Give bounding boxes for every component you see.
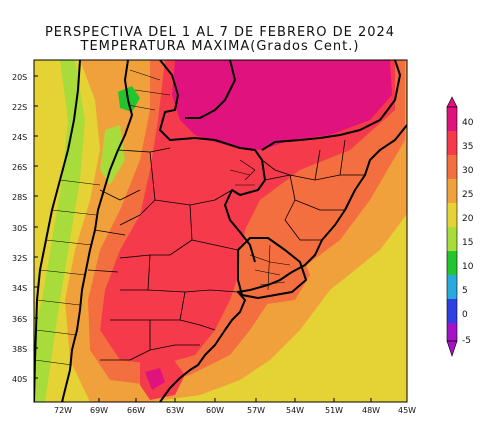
colorbar-segment	[447, 299, 457, 323]
lon-label: 63W	[166, 406, 184, 415]
lat-label: 38S	[12, 345, 27, 354]
map-subtitle: TEMPERATURA MAXIMA(Grados Cent.)	[80, 39, 360, 54]
longitude-axis: 72W 69W 66W 63W 60W 57W 54W 51W 48W 45W	[54, 398, 416, 415]
map-frame	[33, 59, 408, 403]
colorbar-label: 40	[462, 118, 474, 128]
colorbar-segment	[447, 179, 457, 203]
latitude-axis: 20S 22S 24S 26S 28S 30S 32S 34S 36S 38S …	[12, 73, 38, 384]
colorbar-bottom-arrow	[446, 340, 458, 357]
field-lightgreen-andes	[100, 125, 125, 185]
lat-label: 30S	[12, 224, 27, 233]
lat-label: 28S	[12, 193, 27, 202]
colorbar-segment	[447, 203, 457, 227]
colorbar-label: 25	[462, 190, 473, 200]
colorbar-label: 10	[462, 262, 474, 272]
colorbar-frame	[446, 106, 458, 342]
lat-label: 22S	[12, 103, 27, 112]
colorbar-segment	[447, 155, 457, 179]
colorbar-segment	[447, 251, 457, 275]
colorbar-label: 35	[462, 142, 473, 152]
field-red	[100, 60, 395, 365]
lon-label: 57W	[247, 406, 265, 415]
lat-label: 26S	[12, 163, 27, 172]
lon-label: 48W	[362, 406, 380, 415]
lon-label: 51W	[325, 406, 343, 415]
field-magenta	[172, 60, 392, 150]
lat-label: 36S	[12, 315, 27, 324]
lon-tick-marks	[62, 398, 408, 402]
borders	[34, 60, 407, 402]
lon-label: 72W	[54, 406, 72, 415]
lat-label: 34S	[12, 284, 27, 293]
colorbar-label: 20	[462, 214, 474, 224]
lon-label: 45W	[398, 406, 416, 415]
colorbar-segment	[447, 107, 457, 131]
lon-label: 54W	[286, 406, 304, 415]
lat-label: 20S	[12, 73, 27, 82]
lon-label: 66W	[127, 406, 145, 415]
field-green-spot	[118, 86, 140, 112]
colorbar-segment	[447, 323, 457, 341]
colorbar: 40 35 30 25 20 15 10 5 0 -5	[446, 96, 474, 357]
lat-label: 40S	[12, 375, 27, 384]
colorbar-label: 15	[462, 238, 473, 248]
temperature-field	[34, 60, 407, 402]
colorbar-top-arrow	[446, 96, 458, 108]
colorbar-label: 0	[462, 310, 468, 320]
colorbar-segment	[447, 275, 457, 299]
lat-label: 32S	[12, 254, 27, 263]
map-title: PERSPECTIVA DEL 1 AL 7 DE FEBRERO DE 202…	[44, 25, 396, 40]
lat-label: 24S	[12, 133, 27, 142]
colorbar-label: 5	[462, 286, 468, 296]
colorbar-segment	[447, 131, 457, 155]
colorbar-label: 30	[462, 166, 474, 176]
lat-tick-marks	[34, 75, 38, 379]
lon-label: 69W	[90, 406, 108, 415]
colorbar-label: -5	[462, 336, 471, 346]
lon-label: 60W	[206, 406, 224, 415]
field-magenta-south	[145, 368, 165, 390]
colorbar-segment	[447, 227, 457, 251]
